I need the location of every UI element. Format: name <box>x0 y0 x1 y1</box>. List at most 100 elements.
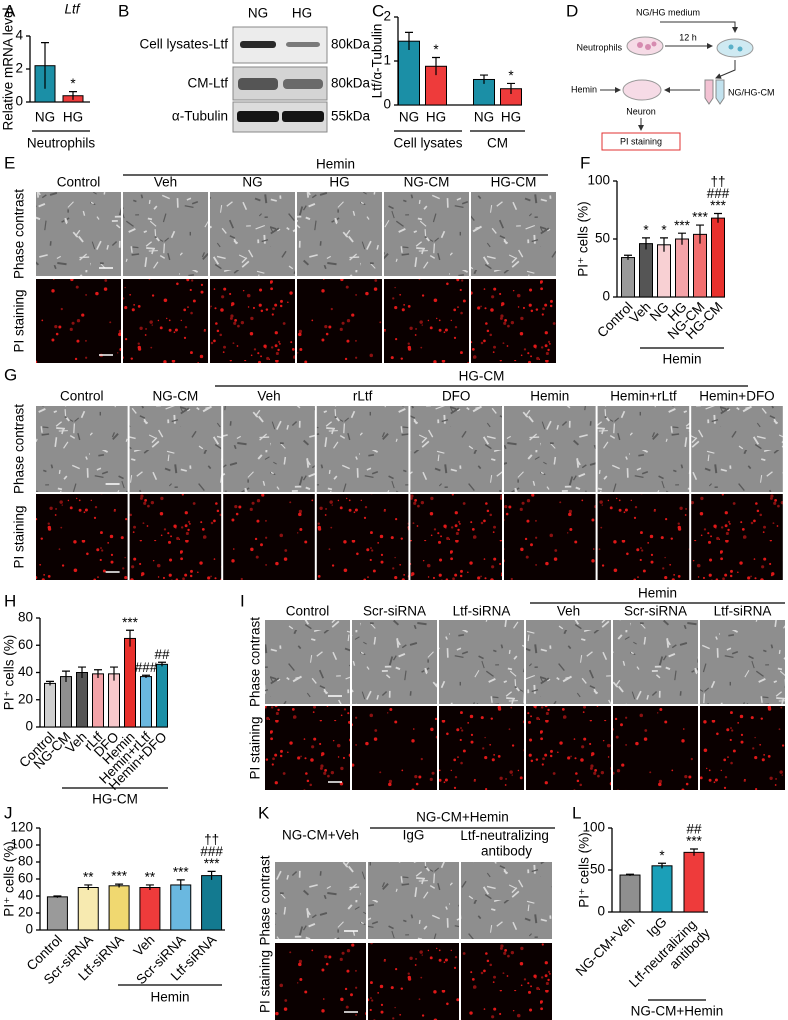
phase-image <box>368 862 459 939</box>
column-label: NG <box>242 175 262 190</box>
significance: * <box>508 68 514 83</box>
y-axis-label: PI⁺ cells (%) <box>2 841 17 916</box>
y-axis-label: Ltf/α-Tubulin <box>370 24 385 99</box>
bar <box>77 887 99 931</box>
arrow <box>715 60 736 79</box>
row-label: Phase contrast <box>258 855 273 945</box>
y-axis-label: PI⁺ cells (%) <box>577 832 592 907</box>
significance: ** <box>145 870 156 885</box>
column-label: rLtf <box>353 389 373 404</box>
pi-image <box>223 494 315 580</box>
bar <box>44 682 56 728</box>
column-label: Scr-siRNA <box>363 604 426 619</box>
significance: * <box>433 42 439 57</box>
bar <box>108 885 130 931</box>
pi-image <box>129 494 222 580</box>
bar <box>139 887 161 931</box>
cell <box>637 42 643 48</box>
y-tick-label: 0 <box>15 94 23 109</box>
row-label: PI staining <box>12 289 27 352</box>
cell <box>728 44 734 50</box>
bar <box>683 851 705 913</box>
phase-image <box>223 406 315 492</box>
tube <box>704 79 714 105</box>
significance: *** <box>111 869 128 884</box>
column-label: Control <box>57 175 101 190</box>
significance: *** <box>686 834 703 849</box>
group-label: Cell lysates <box>393 136 462 151</box>
text-line: Ltf-neutralizing <box>460 828 552 843</box>
y-tick-label: 100 <box>587 173 610 188</box>
row-label: PI staining <box>12 505 27 568</box>
error-bar <box>624 254 632 260</box>
arrow <box>660 21 738 33</box>
bar <box>124 637 136 728</box>
phase-image <box>613 620 698 704</box>
significance: * <box>661 222 667 237</box>
scheme: NG/HG medium Neutrophils 12 h Hemin NG/H… <box>571 7 775 151</box>
pi-image <box>691 494 783 580</box>
treatment-label: NG-CM+Hemin <box>416 810 509 825</box>
pi-image <box>368 943 459 1020</box>
y-tick-label: 40 <box>18 664 33 679</box>
group-label: Neutrophils <box>27 136 96 151</box>
y-tick-label: 0 <box>602 289 610 304</box>
error-bar <box>53 895 62 898</box>
error-bar <box>714 212 722 223</box>
significance: ** <box>83 870 94 885</box>
y-axis-label: PI⁺ cells (%) <box>576 201 591 276</box>
dish <box>626 36 664 56</box>
phase-image <box>691 406 783 492</box>
phase-image <box>265 620 350 704</box>
column-label: Control <box>60 389 104 404</box>
column-label: Veh <box>154 175 177 190</box>
bar <box>651 865 673 913</box>
x-tick-label: HG <box>63 110 83 125</box>
column-label: Veh <box>557 604 580 619</box>
panel-letter: K <box>258 803 270 822</box>
bar <box>60 676 72 728</box>
phase-image <box>461 862 552 939</box>
y-tick-label: 20 <box>18 905 33 920</box>
phase-image <box>297 192 382 276</box>
bar <box>619 874 641 913</box>
error-bar <box>126 629 134 647</box>
blot-band <box>282 111 324 122</box>
phase-image <box>439 620 524 704</box>
phase-image <box>352 620 437 704</box>
group-label: HG-CM <box>92 792 138 807</box>
column-label: Veh <box>257 389 280 404</box>
phase-image <box>129 406 222 492</box>
y-tick-label: 2 <box>15 61 23 76</box>
significance: *** <box>122 615 139 630</box>
error-bar <box>46 680 54 686</box>
significance: *** <box>204 856 221 871</box>
error-bar <box>432 56 440 76</box>
error-bar <box>62 670 70 683</box>
pi-image <box>36 494 128 580</box>
significance: * <box>659 848 665 863</box>
bar <box>92 673 104 728</box>
significance: †† <box>710 174 725 189</box>
blot-size: 80kDa <box>331 76 371 91</box>
error-bar <box>642 237 650 250</box>
text-line: antibody <box>481 843 532 858</box>
y-tick-label: 0 <box>383 97 391 112</box>
column-label: NG-CM <box>153 389 199 404</box>
column-label: Hemin <box>530 389 569 404</box>
panel-letter: B <box>118 1 129 20</box>
row-label: Phase contrast <box>248 617 263 707</box>
bar <box>201 875 223 931</box>
phase-image <box>210 192 295 276</box>
phase-image <box>36 192 121 276</box>
panel-letter: J <box>4 803 13 822</box>
cell <box>645 44 651 50</box>
significance: ### <box>135 660 158 675</box>
column-label: DFO <box>442 389 471 404</box>
scheme-label: NG/HG-CM <box>728 87 775 97</box>
